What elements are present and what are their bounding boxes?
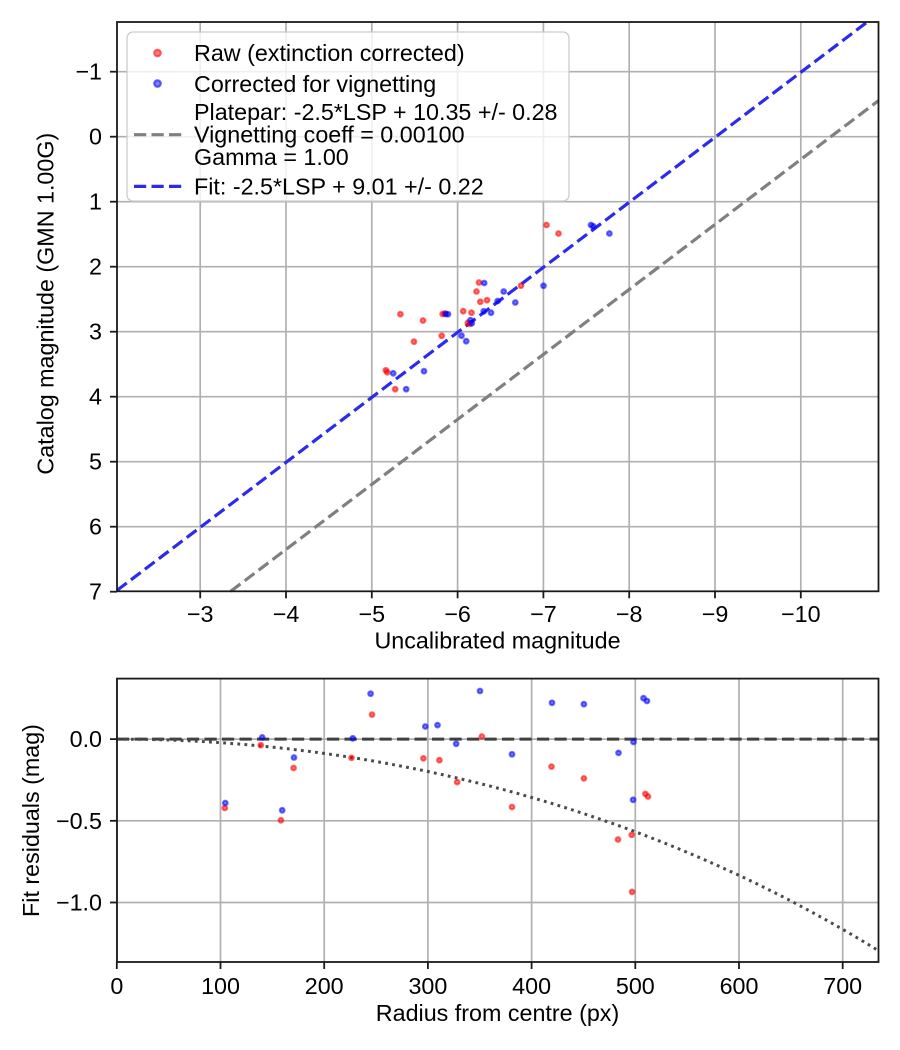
svg-text:−10: −10 bbox=[781, 601, 821, 627]
svg-text:0: 0 bbox=[110, 973, 123, 999]
svg-text:2: 2 bbox=[89, 254, 102, 280]
svg-text:5: 5 bbox=[89, 449, 102, 475]
svg-text:600: 600 bbox=[720, 973, 759, 999]
svg-text:−7: −7 bbox=[530, 601, 557, 627]
svg-text:Fit: -2.5*LSP + 9.01 +/- 0.22: Fit: -2.5*LSP + 9.01 +/- 0.22 bbox=[194, 173, 484, 199]
svg-text:Raw (extinction corrected): Raw (extinction corrected) bbox=[194, 40, 465, 66]
svg-text:3: 3 bbox=[89, 319, 102, 345]
svg-text:500: 500 bbox=[616, 973, 655, 999]
svg-text:0.0: 0.0 bbox=[70, 726, 102, 752]
svg-text:−6: −6 bbox=[444, 601, 471, 627]
svg-text:6: 6 bbox=[89, 514, 102, 540]
svg-text:300: 300 bbox=[408, 973, 447, 999]
svg-text:100: 100 bbox=[201, 973, 240, 999]
svg-text:−9: −9 bbox=[702, 601, 729, 627]
svg-text:Catalog magnitude (GMN 1.00G): Catalog magnitude (GMN 1.00G) bbox=[33, 133, 59, 475]
svg-text:−1.0: −1.0 bbox=[56, 890, 102, 916]
svg-text:−3: −3 bbox=[187, 601, 214, 627]
svg-text:4: 4 bbox=[89, 384, 102, 410]
svg-text:200: 200 bbox=[305, 973, 344, 999]
svg-text:−5: −5 bbox=[359, 601, 386, 627]
svg-text:0: 0 bbox=[89, 124, 102, 150]
svg-text:−8: −8 bbox=[616, 601, 643, 627]
svg-text:−4: −4 bbox=[273, 601, 300, 627]
svg-text:400: 400 bbox=[512, 973, 551, 999]
svg-text:1: 1 bbox=[89, 189, 102, 215]
svg-text:Fit residuals (mag): Fit residuals (mag) bbox=[18, 724, 44, 917]
svg-text:Uncalibrated magnitude: Uncalibrated magnitude bbox=[374, 628, 620, 654]
svg-text:Vignetting coeff = 0.00100: Vignetting coeff = 0.00100 bbox=[194, 122, 465, 148]
svg-text:Corrected for vignetting: Corrected for vignetting bbox=[194, 71, 436, 97]
svg-text:−0.5: −0.5 bbox=[56, 808, 102, 834]
svg-text:700: 700 bbox=[823, 973, 862, 999]
svg-text:Radius from centre (px): Radius from centre (px) bbox=[376, 1000, 619, 1026]
svg-text:7: 7 bbox=[89, 579, 102, 605]
svg-text:−1: −1 bbox=[75, 59, 102, 85]
svg-text:Gamma = 1.00: Gamma = 1.00 bbox=[194, 144, 349, 170]
svg-text:Platepar: -2.5*LSP + 10.35 +/-: Platepar: -2.5*LSP + 10.35 +/- 0.28 bbox=[194, 99, 558, 125]
